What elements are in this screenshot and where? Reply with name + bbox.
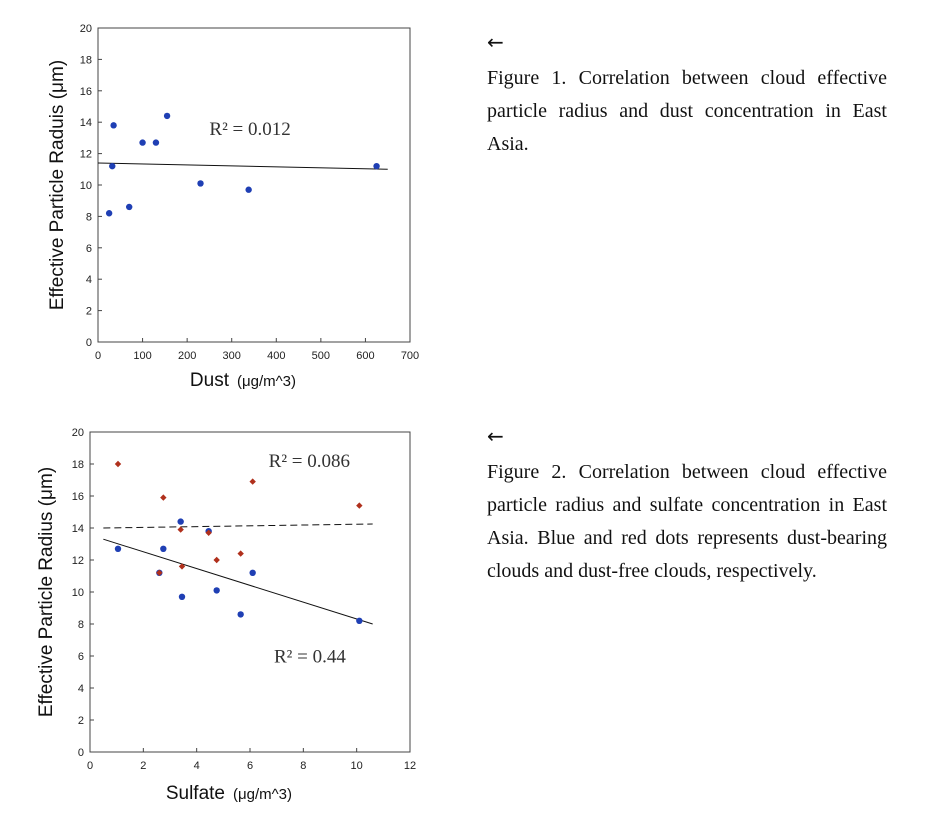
red-point — [177, 526, 184, 533]
x-tick-label: 12 — [404, 760, 416, 772]
x-tick-label: 0 — [87, 760, 93, 772]
figure2-caption: Figure 2. Correlation between cloud effe… — [487, 461, 887, 582]
blue-point — [163, 112, 171, 120]
y-tick-label: 4 — [78, 683, 84, 695]
x-axis-title: Sulfate — [166, 783, 225, 804]
plot-frame — [97, 27, 411, 343]
x-tick-label: 300 — [223, 350, 241, 362]
blue-point — [213, 587, 220, 594]
y-axis-title: Effective Particle Raduis (μm) — [47, 60, 68, 310]
figure1-caption: Figure 1. Correlation between cloud effe… — [487, 67, 887, 155]
x-tick-label: 700 — [401, 350, 419, 362]
blue-point — [356, 617, 363, 624]
r-squared-label: R² = 0.086 — [269, 451, 350, 472]
y-tick-label: 0 — [86, 337, 92, 349]
red-point — [178, 563, 186, 570]
x-tick-label: 0 — [95, 350, 101, 362]
x-tick-label: 6 — [247, 760, 253, 772]
x-tick-label: 10 — [351, 760, 363, 772]
red-point — [249, 478, 256, 485]
red-point — [205, 529, 212, 536]
y-tick-label: 6 — [86, 243, 92, 255]
chart-2: 0 2 4 6 8 10 12 14 16 18 20 0 2 4 6 8 10 12 Sulfate (μg/m^3… — [36, 427, 416, 804]
x-tick-label: 2 — [140, 760, 146, 772]
y-tick-label: 6 — [78, 651, 84, 663]
y-tick-label: 14 — [80, 117, 92, 129]
y-tick-label: 2 — [78, 715, 84, 727]
x-tick-label: 8 — [300, 760, 306, 772]
y-tick-label: 16 — [72, 491, 84, 503]
blue-point — [109, 162, 116, 170]
red-point — [237, 550, 244, 557]
y-tick-label: 8 — [86, 211, 92, 223]
x-axis-unit: (μg/m^3) — [233, 786, 292, 803]
y-tick-label: 4 — [86, 274, 92, 286]
blue-point — [126, 203, 133, 211]
blue-point — [178, 593, 186, 600]
blue-point — [114, 545, 122, 552]
y-tick-label: 12 — [80, 149, 92, 161]
y-tick-label: 14 — [72, 523, 84, 535]
y-tick-label: 20 — [80, 23, 92, 35]
red-point — [156, 569, 163, 576]
blue-point — [245, 186, 252, 193]
y-axis-title: Effective Particle Radius (μm) — [36, 467, 57, 717]
r-squared-label: R² = 0.44 — [274, 646, 346, 667]
y-tick-label: 12 — [72, 555, 84, 567]
y-tick-label: 8 — [78, 619, 84, 631]
blue-point — [105, 210, 113, 217]
x-axis-unit: (μg/m^3) — [237, 373, 296, 390]
blue-point — [139, 139, 146, 146]
r-squared-label: R² = 0.012 — [209, 119, 290, 140]
y-tick-label: 18 — [80, 54, 92, 66]
x-tick-label: 100 — [133, 350, 151, 362]
y-tick-label: 10 — [72, 587, 84, 599]
x-tick-label: 200 — [178, 350, 196, 362]
figure1-arrow: ← — [487, 30, 504, 54]
blue-point — [197, 180, 204, 187]
blue-point — [152, 139, 160, 146]
trendline-solid — [103, 538, 373, 625]
y-tick-label: 18 — [72, 459, 84, 471]
blue-point — [249, 569, 256, 576]
x-tick-label: 500 — [312, 350, 330, 362]
blue-point — [373, 162, 380, 170]
blue-point — [177, 518, 184, 525]
red-point — [160, 494, 167, 501]
trendline-dashed — [103, 523, 373, 529]
x-tick-label: 400 — [267, 350, 285, 362]
blue-point — [160, 545, 167, 552]
y-tick-label: 0 — [78, 747, 84, 759]
y-tick-label: 16 — [80, 86, 92, 98]
x-tick-label: 4 — [194, 760, 200, 772]
y-tick-label: 2 — [86, 306, 92, 318]
red-point — [213, 556, 220, 564]
figure2-arrow: ← — [487, 424, 504, 448]
trendline-solid — [97, 162, 388, 170]
y-tick-label: 10 — [80, 180, 92, 192]
x-axis-title: Dust — [190, 370, 230, 391]
blue-point — [110, 122, 117, 129]
red-point — [356, 502, 363, 509]
red-point — [114, 460, 122, 468]
blue-point — [237, 611, 244, 618]
x-tick-label: 600 — [356, 350, 374, 362]
plot-frame — [89, 431, 411, 753]
y-tick-label: 20 — [72, 427, 84, 439]
